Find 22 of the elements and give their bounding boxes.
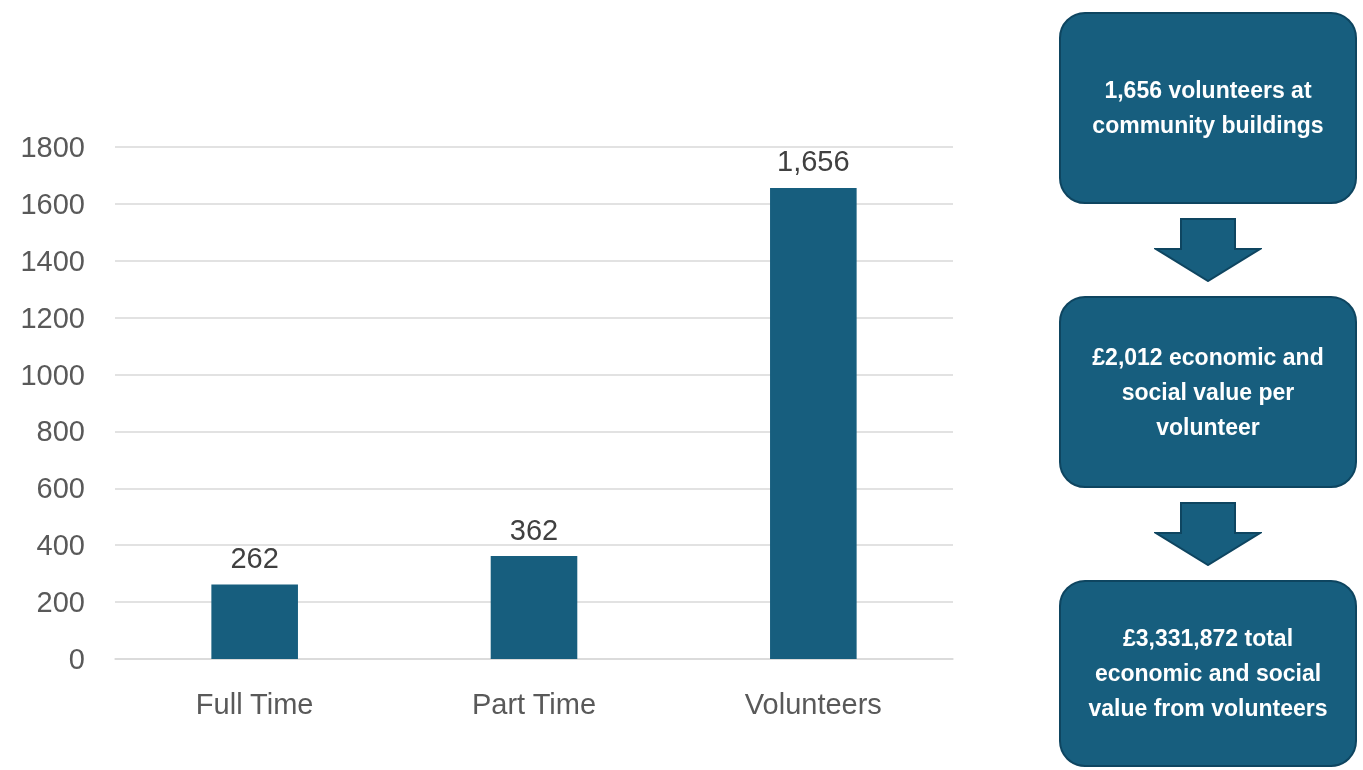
y-tick-label: 400 — [36, 529, 85, 562]
data-label: 1,656 — [777, 145, 850, 178]
x-tick-label: Volunteers — [744, 687, 882, 720]
x-tick-label: Full Time — [195, 687, 314, 720]
bar — [770, 187, 857, 659]
data-label: 362 — [509, 513, 559, 546]
text: 1,656 volunteers at community buildings — [1059, 12, 1357, 204]
bar — [211, 584, 298, 659]
text: £3,331,872 total economic and social value from volunteers — [1059, 580, 1357, 767]
bar — [490, 556, 578, 659]
y-tick-label: 1800 — [20, 131, 85, 163]
y-tick-label: 600 — [36, 472, 85, 505]
x-tick-label: Part Time — [471, 687, 597, 720]
y-tick-label: 800 — [36, 415, 85, 448]
y-tick-label: 1400 — [20, 244, 85, 277]
data-label: 262 — [230, 541, 279, 574]
y-tick-label: 200 — [36, 586, 85, 619]
y-tick-label: 0 — [68, 643, 85, 675]
y-tick-label: 1600 — [20, 187, 85, 220]
y-tick-label: 1000 — [20, 358, 85, 391]
text: £2,012 economic and social value per volunteer — [1059, 296, 1357, 488]
y-tick-label: 1200 — [20, 301, 85, 334]
